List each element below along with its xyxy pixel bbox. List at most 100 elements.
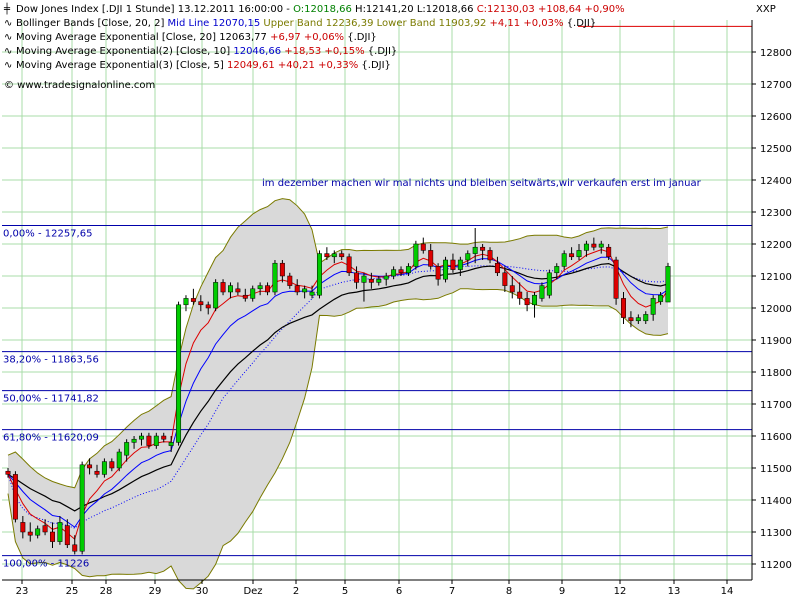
- bollinger-name: Bollinger Bands [Close, 20, 2]: [16, 18, 165, 29]
- x-tick-label: 23: [16, 586, 29, 597]
- bollinger-band-area: [8, 198, 668, 589]
- x-tick-label: 6: [396, 586, 402, 597]
- candle-body: [658, 294, 664, 302]
- candle-body: [443, 259, 449, 280]
- header-ema5-line: ∿ Moving Average Exponential(3) [Close, 5…: [4, 60, 391, 72]
- instrument-title: Dow Jones Index [.DJI 1 Stunde] 13.12.20…: [16, 4, 294, 15]
- ema20-change: +6,97 +0,06%: [270, 32, 345, 43]
- bollinger-upper: Upper Band 12236,39: [263, 18, 374, 29]
- ema20-value: 12063,77: [219, 32, 267, 43]
- candle-body: [569, 253, 575, 258]
- indicator-icon: ∿: [4, 18, 13, 29]
- y-tick-label: 12100: [760, 272, 792, 283]
- candle-body: [168, 442, 174, 446]
- y-tick-label: 11300: [760, 528, 792, 539]
- ema20-name: Moving Average Exponential [Close, 20]: [16, 32, 216, 43]
- y-tick-label: 12500: [760, 144, 792, 155]
- ema5-symbol: {.DJI}: [361, 60, 391, 71]
- candle-body: [50, 531, 55, 542]
- candle-body: [153, 435, 159, 446]
- candle-body: [635, 317, 641, 322]
- candle-body: [131, 438, 137, 443]
- ema5-value: 12049,61: [226, 60, 275, 71]
- candle-body: [465, 253, 471, 261]
- candle-body: [35, 528, 41, 536]
- x-tick-label: 28: [100, 586, 113, 597]
- y-tick-label: 11400: [760, 496, 792, 507]
- candle-body: [94, 470, 100, 475]
- x-tick-label: 12: [614, 586, 627, 597]
- header-ema20-line: ∿ Moving Average Exponential [Close, 20] …: [4, 32, 377, 44]
- ema5-change: +40,21 +0,33%: [277, 60, 359, 71]
- candle-body: [79, 464, 85, 552]
- candle-body: [576, 250, 582, 258]
- candle-body: [176, 304, 182, 443]
- candle-body: [665, 266, 671, 303]
- candle-body: [383, 275, 389, 280]
- candle-body: [613, 259, 619, 299]
- candle-body: [339, 253, 345, 258]
- instrument-label: XXP: [756, 4, 776, 15]
- candle-body: [302, 288, 308, 293]
- candle-body: [546, 272, 552, 296]
- candle-body: [561, 253, 567, 267]
- candle-body: [650, 298, 656, 315]
- candle-body: [487, 250, 493, 261]
- ema10-change: +18,53 +0,15%: [284, 46, 365, 57]
- candle-body: [628, 317, 634, 322]
- candle-body: [20, 522, 26, 533]
- candle-body: [435, 266, 441, 280]
- y-tick-label: 11600: [760, 432, 792, 443]
- candle-body: [428, 250, 434, 267]
- copyright-text: © www.tradesignalonline.com: [4, 80, 156, 91]
- annotation-text: im dezember machen wir mal nichts und bl…: [262, 178, 702, 189]
- bollinger-mid: Mid Line 12070,15: [167, 18, 261, 29]
- candle-body: [398, 269, 404, 274]
- candle-body: [27, 531, 33, 536]
- candle-body: [517, 291, 523, 299]
- candle-body: [539, 285, 545, 299]
- candle-body: [368, 278, 374, 283]
- candle-body: [480, 246, 486, 251]
- ema10-symbol: {.DJI}: [367, 46, 398, 57]
- candle-body: [257, 285, 263, 290]
- close-change: +108,64 +0,90%: [537, 4, 625, 15]
- candle-body: [190, 298, 196, 302]
- open-value: O:12018,66: [293, 4, 352, 15]
- candle-body: [457, 259, 463, 270]
- candle-body: [72, 544, 78, 552]
- header-ema10-line: ∿ Moving Average Exponential(2) [Close, 1…: [4, 46, 397, 58]
- candle-body: [494, 262, 500, 274]
- candle-body: [42, 525, 48, 533]
- y-tick-label: 11700: [760, 400, 792, 411]
- candle-body: [405, 266, 411, 274]
- x-tick-label: 25: [66, 586, 79, 597]
- candle-body: [413, 243, 419, 267]
- bollinger-symbol: {.DJI}: [566, 18, 597, 29]
- candle-body: [316, 253, 322, 296]
- candle-body: [294, 285, 300, 293]
- candle-body: [591, 243, 597, 248]
- close-value: C:12130,03: [476, 4, 535, 15]
- candle-body: [198, 301, 204, 306]
- candle-body: [64, 525, 70, 546]
- candle-body: [116, 451, 122, 469]
- candle-body: [109, 461, 115, 469]
- header-quote-line: ╪ Dow Jones Index [.DJI 1 Stunde] 13.12.2…: [4, 4, 625, 16]
- candle-body: [265, 285, 271, 293]
- candle-body: [5, 470, 11, 475]
- candle-body: [420, 243, 426, 251]
- candlestick-icon: ╪: [4, 4, 11, 15]
- candle-body: [12, 474, 18, 520]
- candle-body: [472, 246, 478, 254]
- y-tick-label: 11200: [760, 560, 792, 571]
- x-tick-label: 14: [721, 586, 734, 597]
- bollinger-lower-line: [7, 288, 669, 590]
- candle-body: [250, 288, 256, 299]
- candle-body: [213, 282, 219, 309]
- fib-level-label: 0,00% - 12257,65: [3, 229, 92, 240]
- candle-body: [502, 272, 508, 286]
- fib-level-label: 50,00% - 11741,82: [3, 394, 99, 405]
- x-tick-label: Dez: [243, 586, 262, 597]
- x-tick-label: 2: [293, 586, 299, 597]
